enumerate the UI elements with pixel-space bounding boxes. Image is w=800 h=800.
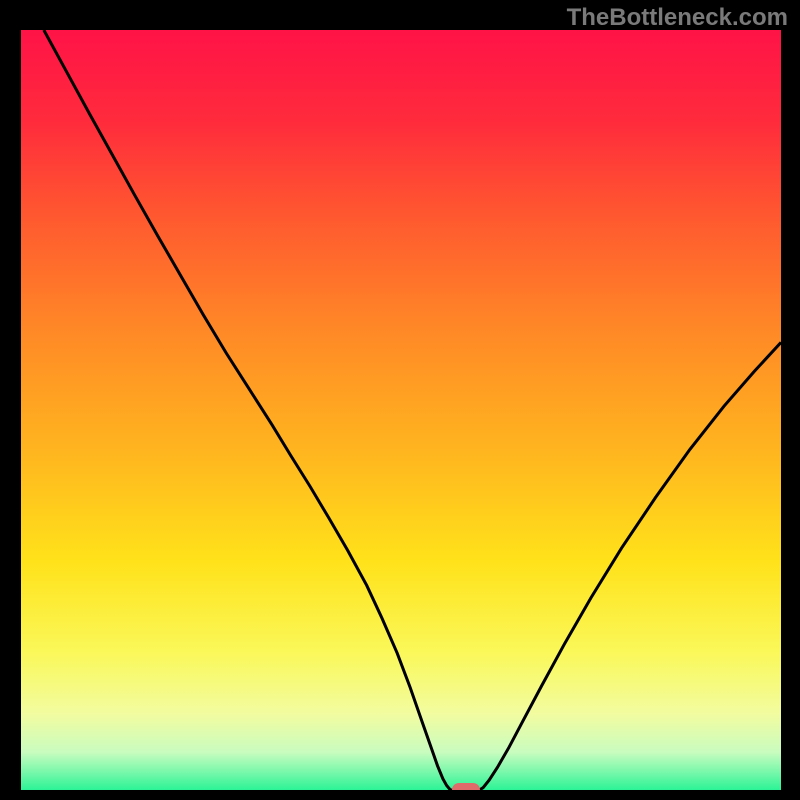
watermark-text: TheBottleneck.com <box>567 4 788 32</box>
chart-curve <box>21 30 781 790</box>
bottleneck-curve-path <box>44 30 781 790</box>
chart-plot-area <box>21 30 781 790</box>
optimum-marker <box>452 783 480 790</box>
